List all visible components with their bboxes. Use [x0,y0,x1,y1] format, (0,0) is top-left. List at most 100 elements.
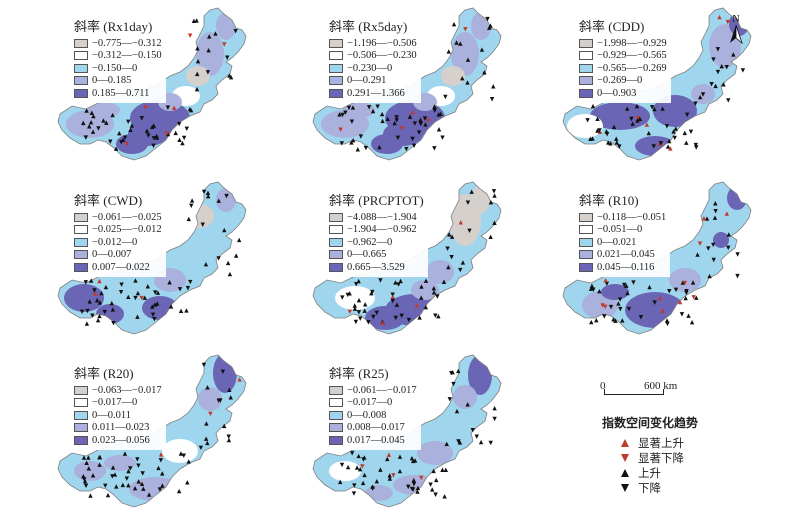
map-canvas [57,7,247,161]
station-up-marker [488,200,494,205]
station-down-marker [585,118,590,123]
station-up-marker [717,14,722,20]
station-up-marker [186,459,191,464]
station-down-marker [363,145,369,151]
map-panel-r25: 斜率 (R25) −0.061—−0.017 −0.017—0 0—0.008 0.00… [275,353,525,513]
legend-row: 0—0.007 [74,249,162,262]
station-up-marker [352,303,357,308]
trend-zone [74,461,106,481]
station-down-marker [139,116,144,121]
station-up-marker [660,106,665,111]
station-up-marker [689,320,695,325]
station-down-marker [422,116,428,121]
station-up-marker [88,119,94,125]
legend-label: −0.506—−0.230 [347,50,417,62]
station-up-marker [469,189,474,194]
region-boundary [57,181,247,335]
station-down-marker [410,136,415,142]
station-up-marker [88,278,94,283]
station-down-marker [713,208,718,214]
station-down-marker [126,119,131,124]
station-up-marker [176,488,182,494]
legend-row: 0.007—0.022 [74,261,162,274]
scale-tick-left [604,389,605,395]
legend-label: −0.063—−0.017 [92,384,162,396]
station-up-marker [101,118,106,123]
station-up-marker [226,437,232,443]
legend-row: −0.230—0 [329,62,417,75]
trend-legend-item: 上升 [590,465,710,480]
trend-zone [567,114,603,138]
station-up-marker [362,302,368,307]
station-up-marker [227,271,233,277]
station-down-marker [447,397,452,402]
legend-row: 0.045—0.116 [579,261,666,274]
station-up-marker [431,285,437,291]
station-down-marker [629,116,634,122]
legend-swatch [579,88,593,98]
station-up-marker [630,121,635,126]
legend-row: 0—0.021 [579,236,666,249]
station-down-marker [181,135,187,141]
trend-zone [601,284,629,300]
station-up-marker [694,295,699,300]
legend-label: −1.196—−0.506 [347,37,417,49]
legend-row: −0.017—0 [74,397,162,410]
station-up-marker [126,482,131,488]
station-up-marker [684,140,689,145]
trend-legend: 指数空间变化趋势 显著上升 显著下降 上升 下降 [590,414,710,495]
station-down-marker [391,473,396,478]
region-boundary [562,7,752,161]
trend-zone [365,306,405,330]
station-down-marker [396,282,401,287]
station-up-marker [194,86,200,92]
class-legend: 斜率 (CDD) −1.998—−0.929 −0.929—−0.565 −0.565… [575,14,671,103]
station-up-marker [370,108,376,114]
station-down-marker [489,97,495,102]
trend-legend-label: 显著上升 [638,435,684,450]
station-down-marker [635,116,641,121]
class-legend: 斜率 (R20) −0.063—−0.017 −0.017—0 0—0.011 0.01… [70,361,166,450]
station-up-marker [205,385,210,390]
station-up-marker [171,105,177,110]
station-up-marker [142,295,148,300]
station-down-marker [715,47,721,52]
station-up-marker [412,458,418,463]
station-up-marker [81,455,87,460]
station-up-marker [418,117,423,123]
legend-label: 0—0.011 [92,409,131,421]
station-up-marker [90,473,96,478]
legend-row: −0.118—−0.051 [579,211,666,224]
station-down-marker [440,135,445,140]
station-up-marker [410,110,415,115]
station-up-marker [86,466,91,471]
station-up-marker [491,84,496,89]
station-down-marker [157,487,163,492]
station-down-marker [108,139,113,144]
station-up-marker [167,280,172,285]
legend-swatch [329,63,343,73]
station-up-marker [337,479,343,485]
legend-row: −0.775—−0.312 [74,37,162,50]
station-up-marker [379,111,385,117]
trend-legend-label: 上升 [638,465,661,480]
station-up-marker [87,299,92,304]
station-up-marker [712,215,718,220]
legend-row: −0.962—0 [329,236,424,249]
trend-zone [625,292,685,328]
station-up-marker [652,106,657,112]
station-up-marker [441,279,447,284]
legend-swatch [74,63,88,73]
station-down-marker [740,68,746,73]
legend-swatch [329,38,343,48]
legend-swatch [329,250,343,260]
station-down-marker [399,313,404,319]
station-up-marker [588,286,594,291]
region-boundary [312,354,502,508]
station-down-marker [370,486,375,491]
station-up-marker [160,471,165,476]
legend-label: 0—0.007 [92,249,132,261]
station-down-marker [474,434,479,439]
station-down-marker [658,141,664,146]
trend-zone [417,441,453,465]
